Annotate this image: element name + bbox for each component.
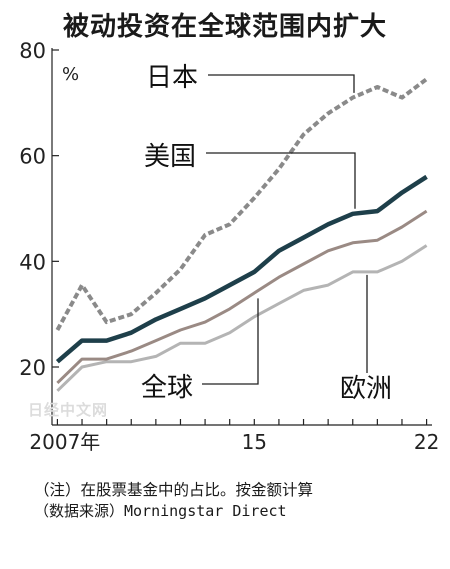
x-tick-label: 22 [414,430,439,454]
y-tick-label: 60 [19,145,46,169]
annotation-global: 全球 [141,373,193,403]
y-tick-label: 20 [19,356,46,380]
series-line-3 [56,244,428,392]
annotation-europe: 欧洲 [340,374,392,404]
source-text: （数据来源）Morningstar Direct [34,502,287,520]
annotation-japan: 日本 [146,63,198,93]
chart-axes: 20 40 60 80% 2007年 15 22 [19,39,439,454]
leader-line-us [206,152,356,209]
note-text: （注）在股票基金中的占比。按金额计算 [34,481,314,499]
chart-series [55,77,428,392]
chart-title: 被动投资在全球范围内扩大 [62,12,387,42]
watermark: 日经中文网 [28,401,109,419]
annotation-us: 美国 [144,142,196,172]
series-line-0 [55,77,428,331]
y-tick-label: 80 [19,39,46,63]
x-tick-label: 15 [242,430,267,454]
leader-line-japan [208,74,355,93]
series-line-2 [56,209,428,384]
y-unit-label: % [62,64,79,85]
x-tick-label: 2007年 [29,430,100,454]
leader-line-global [202,298,259,385]
y-tick-label: 40 [19,250,46,274]
series-line-1 [55,174,428,364]
